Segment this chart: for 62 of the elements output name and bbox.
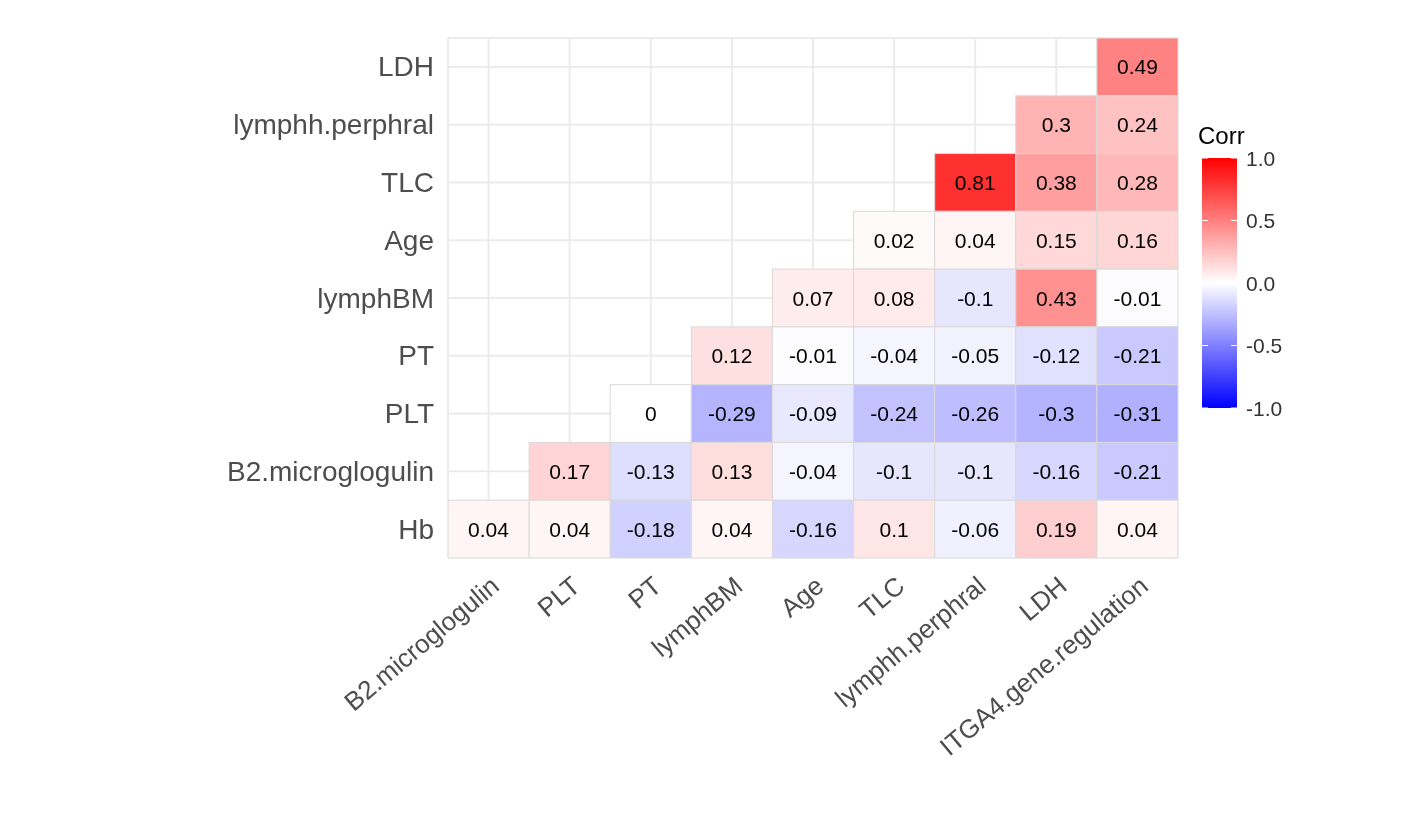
- data-label: 0.04: [1117, 517, 1159, 541]
- data-label: -0.31: [1113, 402, 1162, 426]
- data-label: 0.04: [711, 517, 753, 541]
- data-label: 0.04: [549, 517, 591, 541]
- data-label: 0.12: [711, 344, 753, 368]
- data-label: -0.1: [957, 286, 994, 310]
- data-label: -0.16: [1032, 459, 1081, 483]
- data-label: 0.49: [1117, 55, 1158, 79]
- data-label: -0.24: [870, 402, 919, 426]
- data-label: 0.04: [468, 517, 510, 541]
- data-label: 0.04: [954, 228, 996, 252]
- data-label: 0: [644, 402, 657, 426]
- data-label: 0.16: [1117, 228, 1158, 252]
- data-label: 0.13: [711, 459, 753, 483]
- y-tick-label: TLC: [381, 166, 434, 198]
- color-bar-label: -1.0: [1246, 396, 1283, 420]
- color-bar-label: -0.5: [1246, 334, 1283, 357]
- data-label: -0.04: [789, 459, 838, 483]
- color-bar-label: 1.0: [1246, 146, 1276, 170]
- data-label: -0.05: [951, 344, 1000, 368]
- data-label: -0.1: [876, 459, 913, 483]
- data-label: 0.17: [549, 459, 591, 483]
- y-tick-label: B2.microglogulin: [227, 455, 434, 487]
- data-label: 0.24: [1117, 113, 1159, 137]
- y-tick-label: PT: [398, 340, 434, 372]
- data-label: 0.38: [1035, 170, 1077, 194]
- data-label: -0.21: [1113, 459, 1162, 483]
- data-label: -0.04: [870, 344, 919, 368]
- data-label: -0.06: [951, 517, 1000, 541]
- y-tick-label: lymphBM: [317, 282, 434, 314]
- color-bar-title: Corr: [1198, 122, 1245, 149]
- y-tick-label: PLT: [384, 398, 434, 430]
- data-label: -0.13: [626, 459, 675, 483]
- y-tick-label: Hb: [398, 513, 434, 545]
- data-label: 0.28: [1117, 170, 1158, 194]
- data-label: -0.12: [1032, 344, 1081, 368]
- data-label: 0.02: [873, 228, 915, 252]
- data-label: -0.29: [707, 402, 756, 426]
- x-tick-label: Age: [774, 570, 830, 624]
- data-label: -0.18: [626, 517, 675, 541]
- color-bar-label: 0.5: [1246, 209, 1276, 232]
- data-label: -0.3: [1038, 402, 1075, 426]
- data-label: 0.81: [954, 170, 996, 194]
- data-label: 0.1: [879, 517, 909, 541]
- data-label: 0.15: [1035, 228, 1077, 252]
- data-label: -0.01: [1113, 286, 1162, 310]
- data-label: -0.1: [957, 459, 994, 483]
- y-tick-label: lymphh.perphral: [233, 109, 434, 141]
- data-label: 0.08: [873, 286, 915, 310]
- data-label: 0.3: [1041, 113, 1071, 137]
- data-label: -0.21: [1113, 344, 1162, 368]
- data-label: 0.19: [1035, 517, 1077, 541]
- data-label: -0.09: [789, 402, 837, 426]
- color-bar-label: 0.0: [1246, 271, 1276, 295]
- data-label: 0.43: [1035, 286, 1077, 310]
- data-label: -0.01: [789, 344, 837, 368]
- y-tick-label: Age: [384, 224, 434, 256]
- x-tick-label: PLT: [531, 570, 586, 623]
- y-tick-label: LDH: [377, 51, 434, 83]
- data-label: -0.26: [951, 402, 1000, 426]
- data-label: 0.07: [792, 286, 834, 310]
- data-label: -0.16: [789, 517, 837, 541]
